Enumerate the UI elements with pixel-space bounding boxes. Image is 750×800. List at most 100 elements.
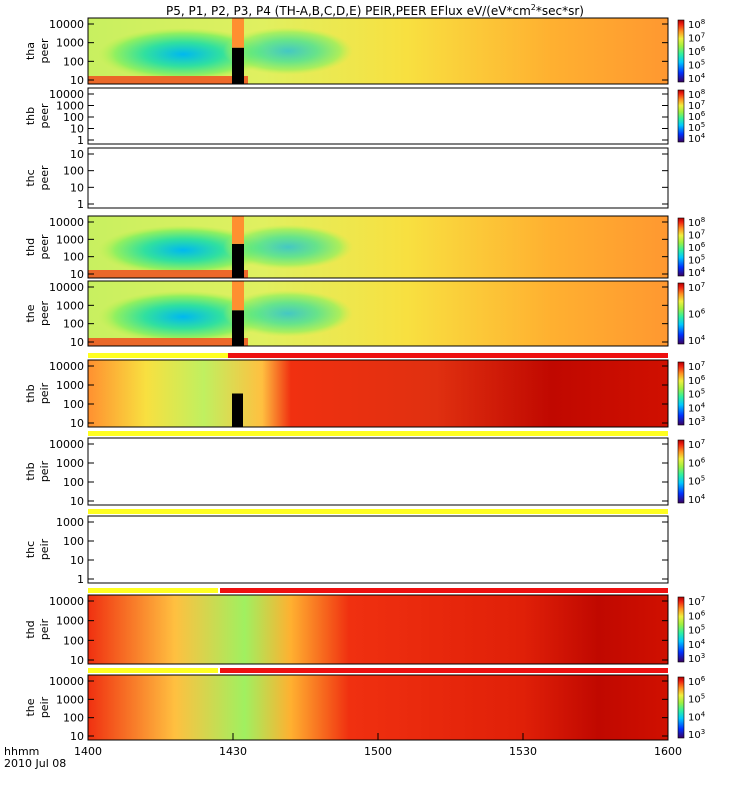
y-tick-label: 10000 xyxy=(49,88,84,101)
panel-thc-peir: 1000 100 10 1 thc peir xyxy=(24,509,669,586)
colorbar-label: 106 xyxy=(688,241,706,254)
colorbar-label: 106 xyxy=(688,374,706,387)
y-tick-label: 10 xyxy=(70,730,84,743)
panel-frame xyxy=(87,280,669,347)
panel-product-label: peir xyxy=(38,618,51,640)
low-energy-band xyxy=(88,270,248,278)
colorbar-label: 107 xyxy=(688,360,705,373)
panel-thb-peir: 10000 1000 100 10 thb peir 107 106 105 104 xyxy=(24,431,706,508)
panel-frame xyxy=(87,515,669,584)
colorbar-label: 106 xyxy=(688,308,706,321)
colorbar-label: 107 xyxy=(688,438,705,451)
panel-product-label: peer xyxy=(38,301,51,327)
colorbar-label: 106 xyxy=(688,45,706,58)
colorbar xyxy=(677,19,685,83)
colorbar-label: 103 xyxy=(688,415,705,428)
y-tick-label: 10 xyxy=(70,554,84,567)
data-gap xyxy=(232,243,244,278)
time-unit-label: hhmm xyxy=(4,745,39,758)
flux-region xyxy=(98,27,268,81)
colorbar-label: 105 xyxy=(688,59,705,72)
y-tick-label: 10 xyxy=(70,148,84,161)
y-tick-label: 100 xyxy=(63,476,84,489)
panel-thc-peer: 10 100 10 1 thc peer xyxy=(24,147,669,211)
mode-bar xyxy=(88,509,668,514)
y-tick-label: 100 xyxy=(63,634,84,647)
colorbar-label: 105 xyxy=(688,475,705,488)
y-tick-label: 1 xyxy=(77,573,84,586)
panel-probe-label: thd xyxy=(24,238,37,256)
spectrogram-fill xyxy=(88,595,668,664)
y-tick-label: 10 xyxy=(70,336,84,349)
colorbar-label: 107 xyxy=(688,32,705,45)
colorbar-label: 104 xyxy=(688,132,706,145)
colorbar xyxy=(677,361,685,426)
x-tick-label: 1400 xyxy=(74,745,102,758)
colorbar-label: 108 xyxy=(688,216,705,229)
flux-region xyxy=(223,290,353,337)
panel-the-peir: 10000 1000 100 10 the peir 106 105 104 103 xyxy=(24,668,706,743)
flux-region xyxy=(223,27,353,75)
colorbar-label: 103 xyxy=(688,728,705,741)
mode-bar xyxy=(220,588,668,593)
spectrogram-fill xyxy=(88,675,668,740)
gap-edge xyxy=(232,18,244,48)
panel-frame xyxy=(87,437,669,506)
panel-probe-label: thb xyxy=(24,462,37,480)
colorbar-label: 108 xyxy=(688,18,705,31)
data-gap xyxy=(232,310,244,346)
panel-product-label: peer xyxy=(38,165,51,191)
panel-probe-label: tha xyxy=(24,42,37,60)
colorbar-label: 104 xyxy=(688,334,706,347)
panel-frame xyxy=(87,17,669,85)
y-tick-label: 10 xyxy=(70,181,84,194)
panel-frame xyxy=(87,147,669,209)
colorbar-label: 107 xyxy=(688,229,705,242)
x-tick-label: 1500 xyxy=(364,745,392,758)
gap-edge xyxy=(232,281,244,311)
y-tick-label: 10 xyxy=(70,74,84,87)
colorbar-label: 106 xyxy=(688,675,706,688)
y-tick-label: 10 xyxy=(70,654,84,667)
data-gap xyxy=(232,47,244,84)
y-tick-label: 1000 xyxy=(56,516,84,529)
mode-bar xyxy=(220,668,668,673)
x-tick-label: 1530 xyxy=(509,745,537,758)
panel-product-label: peir xyxy=(38,696,51,718)
y-tick-label: 1000 xyxy=(56,100,84,113)
colorbar-label: 104 xyxy=(688,266,706,279)
mode-bar xyxy=(88,588,218,593)
colorbar-label: 104 xyxy=(688,493,706,506)
y-tick-label: 10000 xyxy=(49,360,84,373)
mode-bar xyxy=(88,353,228,358)
y-tick-label: 10000 xyxy=(49,675,84,688)
y-tick-label: 10000 xyxy=(49,18,84,31)
y-tick-label: 1 xyxy=(77,134,84,147)
y-tick-label: 1 xyxy=(77,198,84,211)
y-tick-label: 1000 xyxy=(56,693,84,706)
colorbar-label: 106 xyxy=(688,609,706,622)
y-tick-label: 100 xyxy=(63,251,84,264)
panel-probe-label: the xyxy=(24,698,37,716)
colorbar-label: 104 xyxy=(688,638,706,651)
y-tick-label: 100 xyxy=(63,55,84,68)
mode-bar xyxy=(228,353,668,358)
y-tick-label: 10 xyxy=(70,123,84,136)
data-gap xyxy=(232,393,243,427)
figure-title: P5, P1, P2, P3, P4 (TH-A,B,C,D,E) PEIR,P… xyxy=(166,3,584,18)
y-tick-label: 100 xyxy=(63,535,84,548)
panel-probe-label: thc xyxy=(24,541,37,558)
y-tick-label: 1000 xyxy=(56,233,84,246)
colorbar-label: 105 xyxy=(688,388,705,401)
y-tick-label: 100 xyxy=(63,318,84,331)
y-tick-label: 100 xyxy=(63,111,84,124)
panel-probe-label: thb xyxy=(24,107,37,125)
colorbar-label: 105 xyxy=(688,254,705,267)
y-tick-label: 100 xyxy=(63,165,84,178)
y-tick-label: 10000 xyxy=(49,595,84,608)
date-label: 2010 Jul 08 xyxy=(4,757,66,770)
